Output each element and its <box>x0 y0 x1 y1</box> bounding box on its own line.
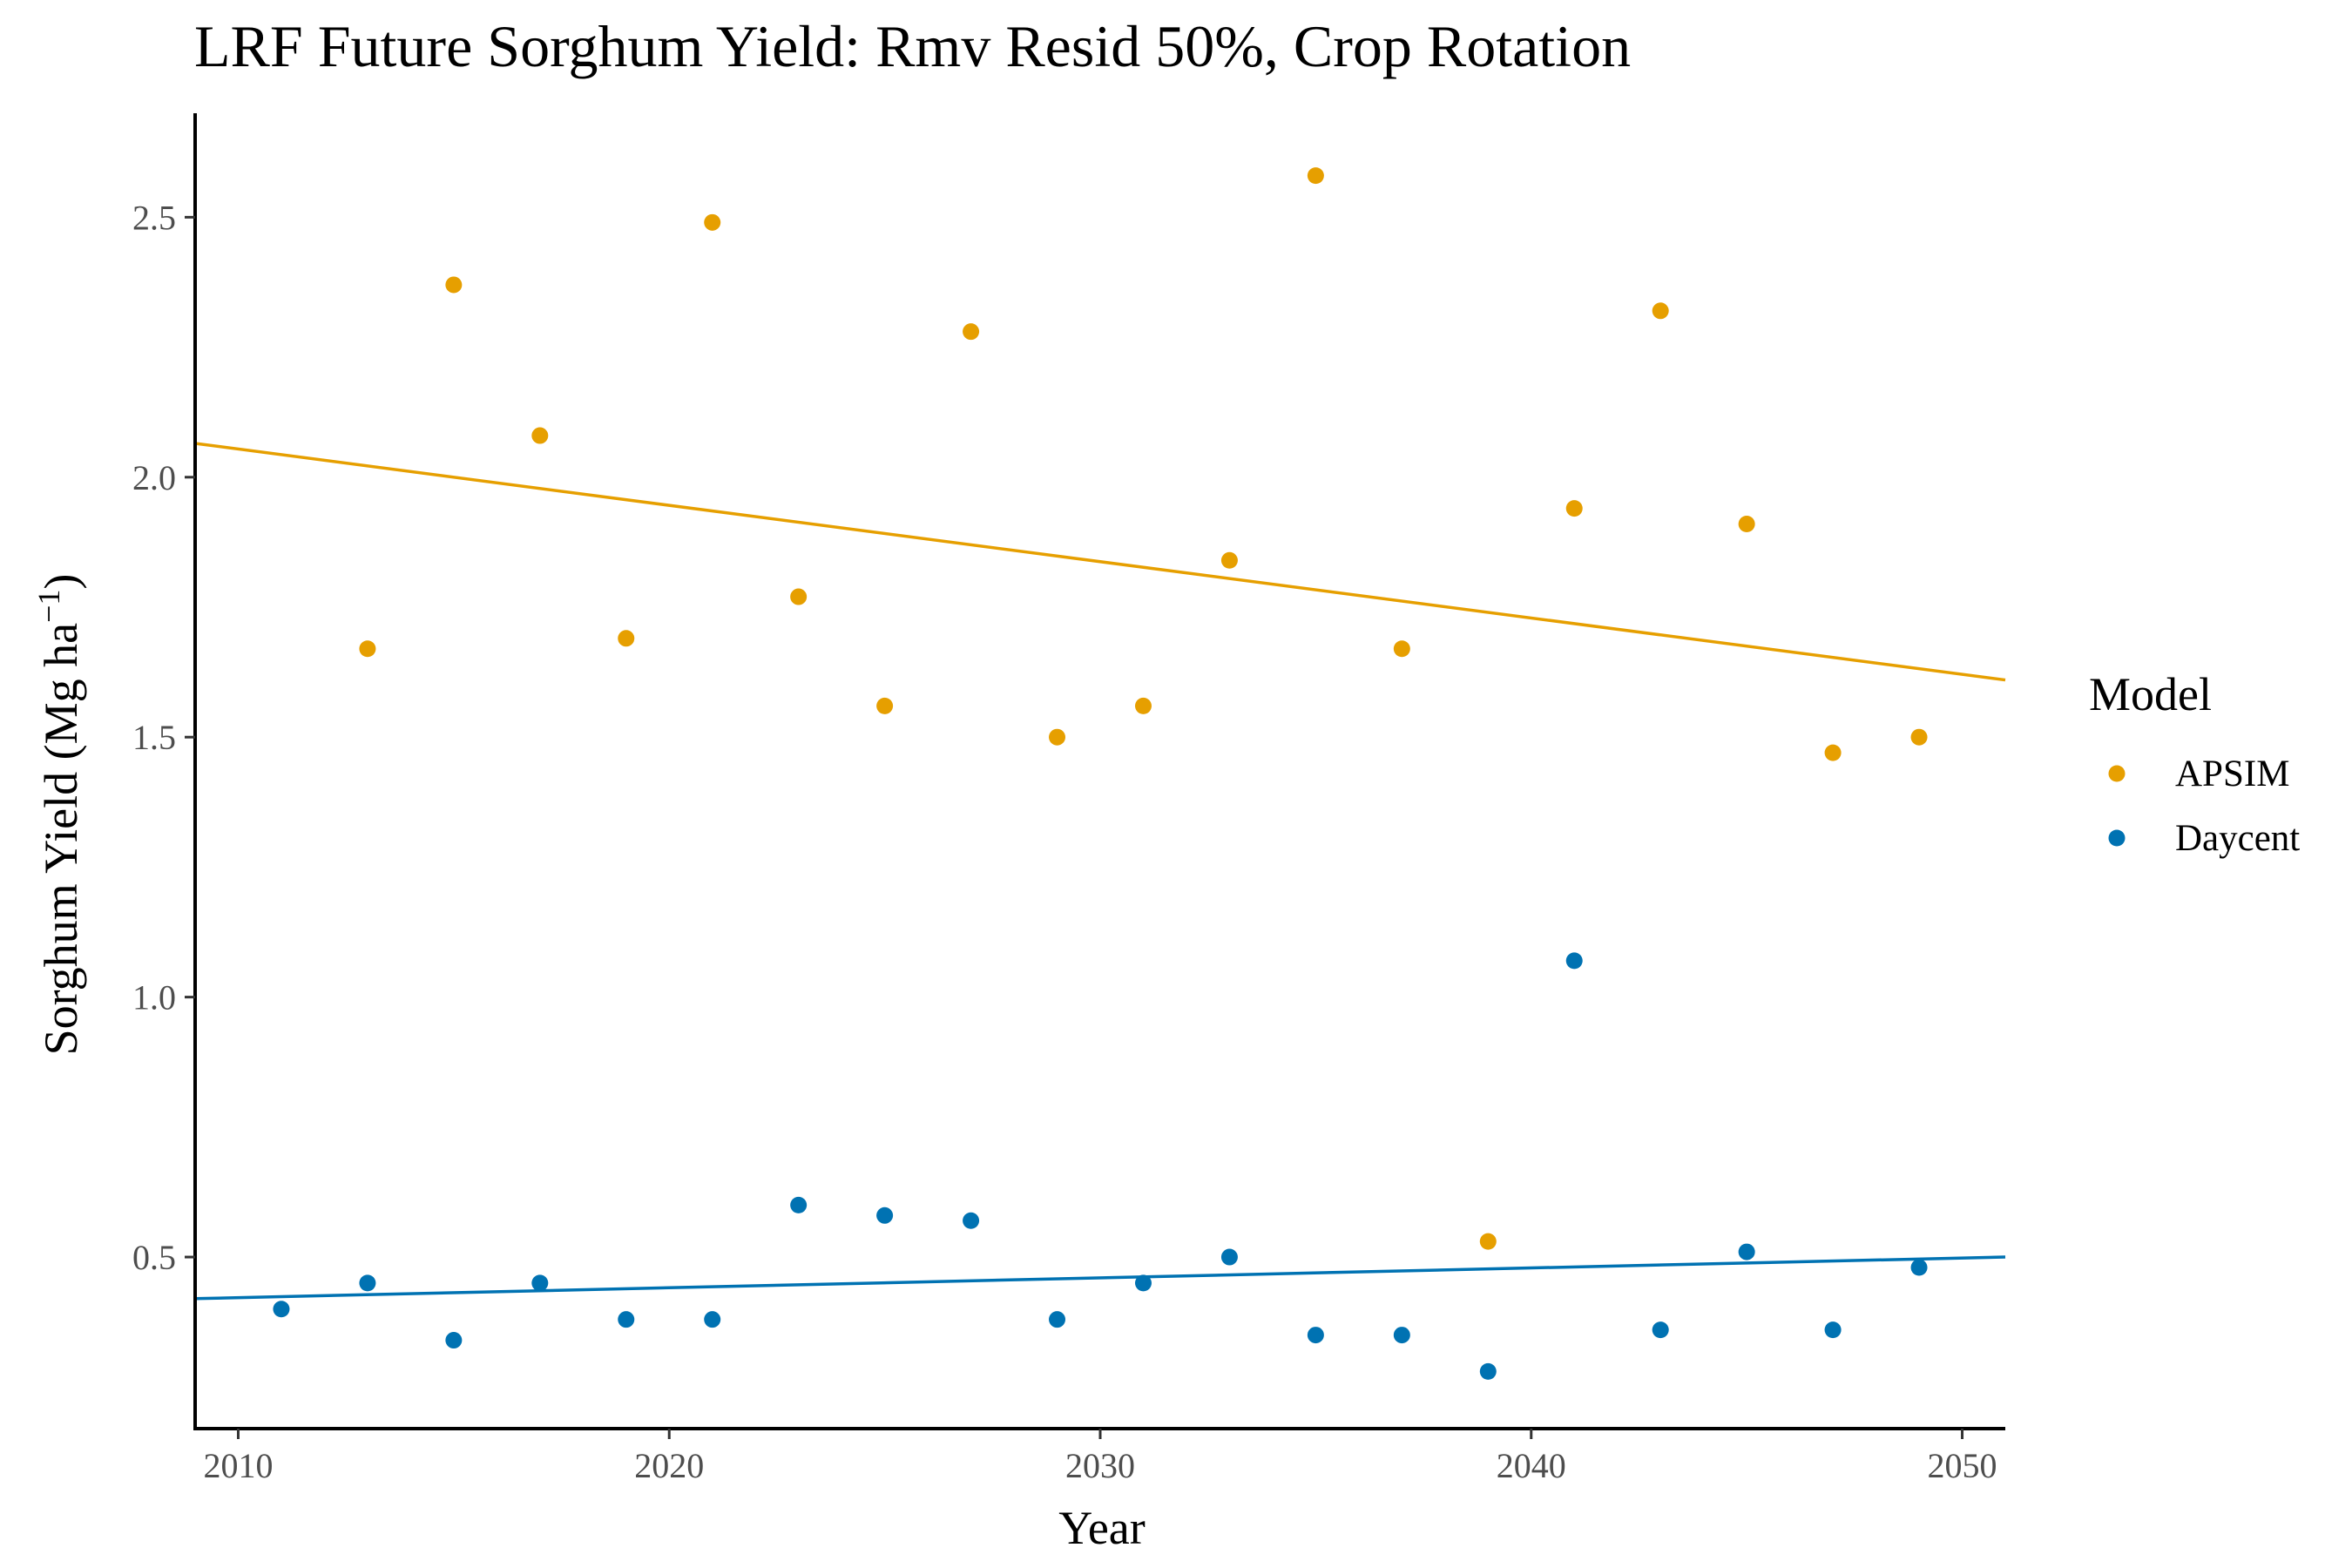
apsim-point <box>1134 697 1152 714</box>
daycent-point <box>790 1196 808 1213</box>
daycent-point <box>1565 952 1583 970</box>
x-tick-label: 2040 <box>1497 1446 1566 1485</box>
daycent-point <box>1910 1259 1928 1276</box>
daycent-point <box>963 1212 980 1229</box>
apsim-point <box>1220 551 1238 569</box>
tick-labels: 0.5 1.0 1.5 2.0 2.5 2010 2020 2030 2040 2050 <box>132 198 1997 1485</box>
daycent-point <box>1824 1321 1842 1339</box>
apsim-point <box>1393 640 1410 658</box>
legend: Model APSIM Daycent <box>2089 668 2300 859</box>
y-tick-label: 1.0 <box>132 978 176 1017</box>
daycent-trend-line <box>194 1255 2006 1301</box>
y-tick-label: 1.5 <box>132 718 176 757</box>
apsim-point <box>1652 302 1669 320</box>
apsim-point <box>531 427 549 444</box>
daycent-point <box>531 1274 549 1292</box>
legend-label-apsim: APSIM <box>2175 754 2289 794</box>
x-tick-label: 2050 <box>1928 1446 1997 1485</box>
x-tick-label: 2010 <box>203 1446 273 1485</box>
x-axis-title: Year <box>1058 1502 1146 1554</box>
daycent-point <box>618 1311 635 1328</box>
y-tick-label: 2.0 <box>132 458 176 497</box>
daycent-point <box>1738 1243 1755 1260</box>
legend-key-daycent <box>2108 829 2126 847</box>
chart-title: LRF Future Sorghum Yield: Rmv Resid 50%,… <box>194 13 1632 79</box>
apsim-point <box>790 588 808 605</box>
trend-lines <box>194 442 2006 1301</box>
apsim-point <box>1738 516 1755 533</box>
daycent-point <box>1049 1311 1066 1328</box>
apsim-point <box>618 630 635 647</box>
daycent-point <box>1652 1321 1669 1339</box>
apsim-point <box>1910 728 1928 746</box>
apsim-point <box>704 213 721 231</box>
daycent-point <box>273 1301 290 1318</box>
daycent-point <box>1479 1362 1497 1380</box>
legend-label-daycent: Daycent <box>2175 818 2300 859</box>
daycent-point <box>876 1206 894 1224</box>
daycent-point <box>445 1332 463 1349</box>
daycent-point <box>704 1311 721 1328</box>
apsim-point <box>1824 744 1842 761</box>
apsim-point <box>359 640 376 658</box>
apsim-point <box>445 276 463 294</box>
apsim-point <box>963 323 980 341</box>
y-axis-title-superscript: −1 <box>31 590 66 623</box>
x-tick-label: 2020 <box>634 1446 704 1485</box>
apsim-point <box>1307 167 1324 185</box>
legend-key-apsim <box>2108 765 2126 782</box>
daycent-point <box>1220 1248 1238 1266</box>
y-axis-title-close: ) <box>35 574 87 590</box>
daycent-point <box>359 1274 376 1292</box>
daycent-point <box>1134 1274 1152 1292</box>
y-axis-title: Sorghum Yield (Mg ha−1) <box>31 574 87 1056</box>
daycent-point <box>1307 1327 1324 1344</box>
axes <box>185 113 2005 1439</box>
apsim-point <box>1479 1233 1497 1250</box>
y-tick-label: 2.5 <box>132 198 176 237</box>
apsim-trend-line <box>194 442 2006 682</box>
apsim-point <box>1049 728 1066 746</box>
daycent-point <box>1393 1327 1410 1344</box>
y-tick-label: 0.5 <box>132 1238 176 1277</box>
data-points <box>273 167 1928 1380</box>
x-tick-label: 2030 <box>1065 1446 1135 1485</box>
y-axis-title-main: Sorghum Yield (Mg ha <box>35 623 87 1056</box>
apsim-point <box>876 697 894 714</box>
legend-title: Model <box>2089 668 2212 720</box>
apsim-point <box>1565 500 1583 517</box>
